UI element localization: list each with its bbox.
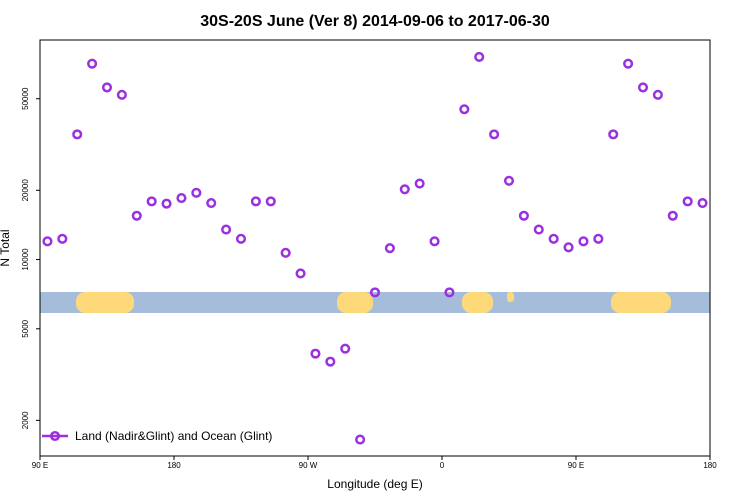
- y-axis: 2000 5000 10000 20000 50000: [21, 87, 40, 429]
- data-point: [459, 104, 470, 115]
- data-point: [414, 178, 425, 189]
- data-point: [384, 243, 395, 254]
- data-point: [131, 210, 142, 221]
- plot-frame: [39, 39, 711, 457]
- data-point: [563, 242, 574, 253]
- y-tick-label: 50000: [21, 87, 30, 110]
- data-point: [87, 58, 98, 69]
- data-point: [429, 236, 440, 247]
- data-point: [593, 233, 604, 244]
- data-point: [503, 175, 515, 186]
- y-tick-label: 5000: [21, 319, 30, 337]
- data-point: [667, 210, 678, 221]
- data-point: [697, 198, 708, 209]
- data-point: [265, 196, 276, 207]
- x-tick-label: 180: [167, 461, 181, 470]
- legend-marker: [49, 430, 61, 442]
- data-point: [310, 348, 321, 359]
- x-tick-label: 180: [703, 461, 717, 470]
- land-australia-repeat: [611, 292, 671, 313]
- data-point: [578, 236, 589, 247]
- data-point: [221, 224, 232, 235]
- x-tick-label: 90 W: [299, 461, 318, 470]
- x-tick-label: 90 E: [32, 461, 48, 470]
- data-point: [191, 187, 202, 198]
- data-point: [116, 89, 127, 100]
- data-point: [176, 193, 187, 204]
- y-tick-label: 10000: [21, 248, 30, 271]
- land-madagascar: [507, 292, 514, 302]
- land-australia: [76, 292, 134, 313]
- land-blobs: [76, 292, 671, 313]
- map-strip: [40, 292, 710, 313]
- chart-title: 30S-20S June (Ver 8) 2014-09-06 to 2017-…: [200, 13, 550, 30]
- data-point: [474, 51, 485, 62]
- x-tick-label: 0: [440, 461, 445, 470]
- data-point: [444, 287, 455, 298]
- x-axis-label: Longitude (deg E): [327, 477, 422, 491]
- data-point: [548, 233, 559, 244]
- data-point: [623, 58, 634, 69]
- legend-label: Land (Nadir&Glint) and Ocean (Glint): [75, 429, 272, 443]
- data-point: [325, 356, 336, 367]
- data-point: [637, 82, 649, 93]
- y-axis-label: N Total: [0, 229, 12, 266]
- data-point: [146, 196, 157, 207]
- land-south-america: [337, 292, 373, 313]
- data-point: [369, 287, 381, 298]
- data-point: [652, 89, 663, 100]
- data-point: [295, 268, 306, 279]
- legend: Land (Nadir&Glint) and Ocean (Glint): [42, 429, 272, 443]
- data-point: [57, 233, 68, 244]
- land-africa: [462, 292, 493, 313]
- data-point: [489, 129, 500, 140]
- data-point: [101, 82, 113, 93]
- y-tick-label: 20000: [21, 179, 30, 202]
- x-tick-label: 90 E: [568, 461, 584, 470]
- data-point: [250, 196, 261, 207]
- data-points: [42, 51, 708, 445]
- ocean-band: [40, 292, 710, 313]
- data-point: [608, 129, 619, 140]
- data-point: [161, 198, 172, 209]
- data-point: [206, 198, 217, 209]
- data-point: [399, 184, 410, 195]
- data-point: [518, 210, 529, 221]
- data-point: [533, 224, 544, 235]
- data-point: [355, 434, 366, 445]
- data-point: [72, 129, 83, 140]
- data-point: [682, 196, 693, 207]
- data-point: [235, 233, 247, 244]
- y-tick-label: 2000: [21, 411, 30, 429]
- data-point: [280, 247, 291, 258]
- data-point: [340, 343, 351, 354]
- data-point: [42, 236, 53, 247]
- x-axis: 90 E 180 90 W 0 90 E 180: [32, 456, 717, 470]
